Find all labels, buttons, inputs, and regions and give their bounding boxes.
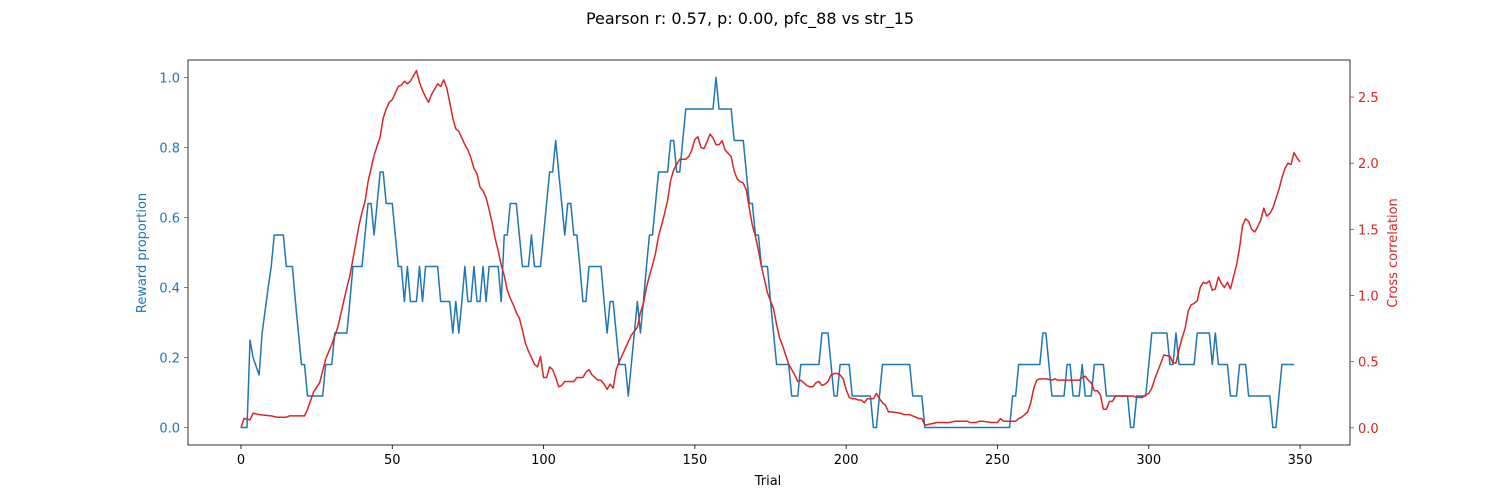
x-tick-label: 100 — [531, 453, 556, 468]
plot-frame — [187, 59, 1351, 446]
left-tick-label: 0.0 — [159, 422, 180, 437]
x-tick-label: 150 — [682, 453, 707, 468]
x-tick-label: 350 — [1288, 453, 1313, 468]
chart-title: Pearson r: 0.57, p: 0.00, pfc_88 vs str_… — [586, 9, 914, 29]
series-line-reward-proportion — [240, 76, 1295, 429]
left-tick-label: 1.0 — [159, 72, 180, 87]
right-axis-label: Cross correlation — [1386, 198, 1401, 308]
left-tick-label: 0.8 — [159, 142, 180, 157]
x-tick-label: 250 — [985, 453, 1010, 468]
right-tick-label: 0.5 — [1358, 356, 1379, 371]
x-tick-label: 50 — [384, 453, 401, 468]
right-tick-label: 2.5 — [1358, 91, 1379, 106]
x-tick-label: 300 — [1136, 453, 1161, 468]
x-tick-label: 0 — [237, 453, 245, 468]
x-axis-label: Trial — [754, 474, 782, 489]
x-tick-label: 200 — [834, 453, 859, 468]
series-line-cross-correlation — [240, 69, 1301, 429]
right-tick-label: 2.0 — [1358, 157, 1379, 172]
right-tick-label: 1.5 — [1358, 223, 1379, 238]
right-tick-label: 1.0 — [1358, 289, 1379, 304]
left-tick-label: 0.6 — [159, 212, 180, 227]
left-tick-label: 0.4 — [159, 282, 180, 297]
left-axis-label: Reward proportion — [135, 193, 150, 313]
left-tick-label: 0.2 — [159, 352, 180, 367]
right-tick-label: 0.0 — [1358, 422, 1379, 437]
